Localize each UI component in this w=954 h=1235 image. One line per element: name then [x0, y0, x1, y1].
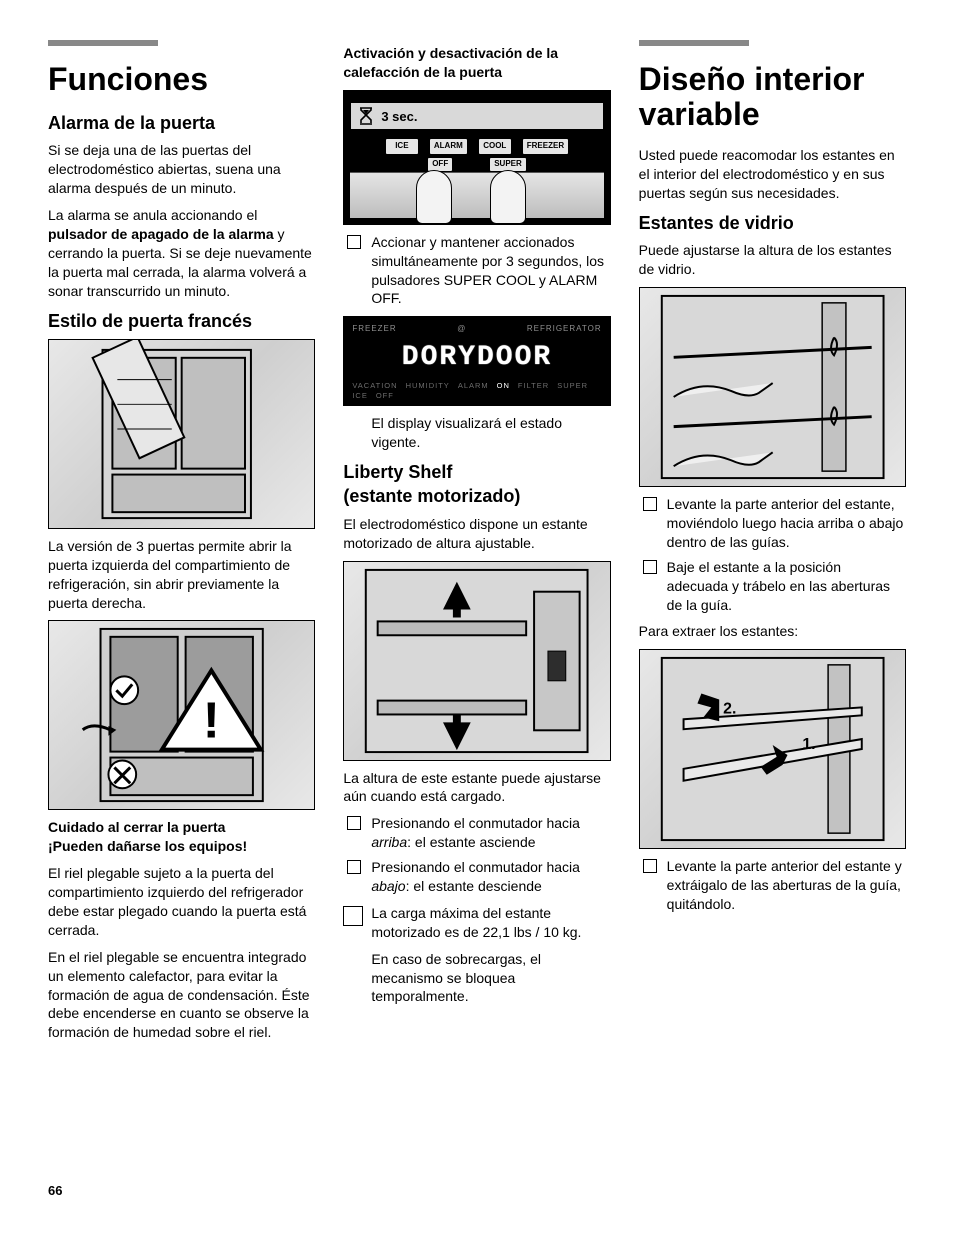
page-number: 66	[48, 1182, 906, 1200]
display-label-refrigerator: REFRIGERATOR	[527, 324, 602, 335]
heading-diseno: Diseño interior variable	[639, 62, 906, 132]
svg-text:!: !	[203, 691, 220, 749]
text-span: ¡Pueden dañarse los equipos!	[48, 838, 247, 854]
step-glass-remove: Levante la parte anterior del estante y …	[639, 857, 906, 914]
figure-glass-adjust	[639, 287, 906, 487]
text-span: Presionando el conmutador hacia	[371, 859, 580, 875]
svg-text:2.: 2.	[723, 701, 736, 718]
para-liberty1: El electrodoméstico dispone un estante m…	[343, 515, 610, 553]
heading-warning: Cuidado al cerrar la puerta ¡Pueden daña…	[48, 818, 315, 856]
text-bold: pulsador de apagado de la alarma	[48, 226, 274, 242]
section-marker	[48, 40, 158, 46]
text-span: : el estante asciende	[407, 834, 535, 850]
panel-sub-row: OFF SUPER	[350, 155, 603, 172]
status-alarm: ALARM	[458, 381, 489, 391]
text-span: Cuidado al cerrar la puerta	[48, 819, 225, 835]
hourglass-icon	[357, 107, 375, 125]
para-glass1: Puede ajustarse la altura de los estante…	[639, 241, 906, 279]
note-text1: La carga máxima del estante motorizado e…	[371, 904, 610, 942]
display-top-row: FREEZER @ REFRIGERATOR	[352, 324, 601, 335]
text-span: La alarma se anula accionando el	[48, 207, 257, 223]
note-text2: En caso de sobrecargas, el mecanismo se …	[371, 950, 610, 1007]
panel-button-row: ICE ALARM COOL FREEZER	[350, 130, 603, 155]
text-italic: arriba	[371, 834, 407, 850]
panel-hands	[350, 172, 603, 218]
panel-btn-ice: ICE	[385, 138, 419, 155]
figure-liberty-shelf	[343, 561, 610, 761]
finger-right	[490, 170, 526, 224]
status-off: OFF	[376, 391, 394, 401]
figure-display: FREEZER @ REFRIGERATOR DORYDOOR VACATION…	[343, 316, 610, 406]
finger-left	[416, 170, 452, 224]
svg-text:1.: 1.	[802, 736, 815, 753]
para-diseno-intro: Usted puede reacomodar los estantes en e…	[639, 146, 906, 203]
figure-french-door-open	[48, 339, 315, 529]
display-segment-text: DORYDOOR	[402, 339, 552, 377]
para-french2: El riel plegable sujeto a la puerta del …	[48, 864, 315, 940]
status-humidity: HUMIDITY	[406, 381, 450, 391]
status-filter: FILTER	[518, 381, 549, 391]
status-super: SUPER	[557, 381, 588, 391]
heading-glass: Estantes de vidrio	[639, 211, 906, 235]
text-span: (estante motorizado)	[343, 486, 520, 506]
para-display: El display visualizará el estado vigente…	[371, 414, 610, 452]
panel-btn-alarm: ALARM	[429, 138, 468, 155]
panel-btn-cool: COOL	[478, 138, 512, 155]
para-french1: La versión de 3 puertas permite abrir la…	[48, 537, 315, 613]
para-alarm2: La alarma se anula accionando el pulsado…	[48, 206, 315, 300]
status-ice: ICE	[352, 391, 368, 401]
heading-alarma: Alarma de la puerta	[48, 111, 315, 135]
figure-control-panel: 3 sec. ICE ALARM COOL FREEZER OFF SUPER	[343, 90, 610, 225]
step-glass-lower: Baje el estante a la posición adecuada y…	[639, 558, 906, 615]
note-max-load: La carga máxima del estante motorizado e…	[343, 904, 610, 1006]
panel-timer-row: 3 sec.	[350, 102, 603, 130]
text-span: Liberty Shelf	[343, 462, 452, 482]
display-segment-row: DORYDOOR	[352, 335, 601, 381]
text-italic: abajo	[371, 878, 405, 894]
display-label-freezer: FREEZER	[352, 324, 396, 335]
para-alarm1: Si se deja una de las puertas del electr…	[48, 141, 315, 198]
para-french3: En el riel plegable se encuentra integra…	[48, 948, 315, 1042]
status-vacation: VACATION	[352, 381, 397, 391]
heading-heating: Activación y desactivación de la calefac…	[343, 44, 610, 82]
panel-timer-label: 3 sec.	[381, 108, 417, 126]
step-switch-up: Presionando el conmutador hacia arriba: …	[343, 814, 610, 852]
step-glass-lift: Levante la parte anterior del estante, m…	[639, 495, 906, 552]
panel-btn-freezer: FREEZER	[522, 138, 569, 155]
status-on: ON	[497, 381, 510, 391]
heading-french: Estilo de puerta francés	[48, 309, 315, 333]
text-span: : el estante desciende	[406, 878, 542, 894]
step-press-buttons: Accionar y mantener accionados simultáne…	[343, 233, 610, 309]
text-span: Presionando el conmutador hacia	[371, 815, 580, 831]
display-status-row: VACATION HUMIDITY ALARM ON FILTER SUPER …	[352, 381, 601, 401]
heading-funciones: Funciones	[48, 62, 315, 97]
figure-french-door-warning: !	[48, 620, 315, 810]
step-switch-down: Presionando el conmutador hacia abajo: e…	[343, 858, 610, 896]
figure-glass-remove: 1. 2.	[639, 649, 906, 849]
para-liberty2: La altura de este estante puede ajustars…	[343, 769, 610, 807]
para-extract: Para extraer los estantes:	[639, 622, 906, 641]
heading-liberty: Liberty Shelf (estante motorizado)	[343, 460, 610, 509]
section-marker	[639, 40, 749, 46]
